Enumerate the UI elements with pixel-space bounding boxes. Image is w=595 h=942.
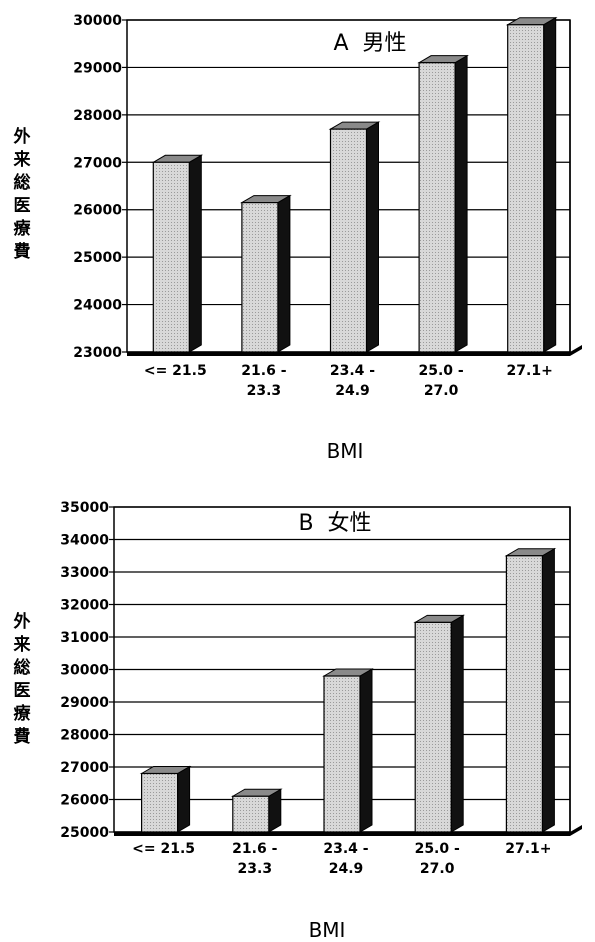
y-tick-label: 33000 — [60, 565, 109, 581]
chart-title: A 男性 — [333, 31, 406, 56]
bar-front — [414, 621, 452, 833]
y-axis-label-char: 医 — [14, 681, 31, 701]
x-tick-label: 25.0 -27.0 — [415, 841, 460, 877]
bar — [413, 614, 466, 833]
y-tick-label: 25000 — [73, 250, 122, 266]
bar-front — [241, 202, 279, 353]
bar-side — [543, 16, 557, 353]
bar — [505, 16, 558, 353]
bar-front — [152, 161, 190, 353]
y-axis-label-char: 来 — [13, 149, 32, 170]
y-tick-label: 35000 — [60, 500, 109, 516]
y-tick-label: 24000 — [73, 298, 122, 314]
bar-side — [450, 614, 464, 833]
y-tick-label: 27000 — [73, 155, 122, 171]
y-tick-label: 34000 — [60, 533, 109, 549]
bar — [240, 194, 292, 353]
bar-front — [507, 24, 545, 353]
y-tick-label: 31000 — [60, 630, 109, 646]
y-axis-label-char: 外 — [14, 611, 31, 632]
x-tick-label: 23.4 -24.9 — [330, 363, 375, 399]
y-axis-label-char: 費 — [14, 726, 31, 747]
floor-base — [114, 825, 582, 836]
chart-title: B 女性 — [298, 511, 371, 536]
bar — [139, 765, 192, 833]
x-axis-label: BMI — [327, 439, 364, 463]
bar-side — [277, 194, 291, 353]
y-tick-label: 30000 — [60, 663, 109, 679]
bar-side — [454, 54, 468, 353]
y-tick-label: 30000 — [73, 13, 122, 29]
y-tick-label: 28000 — [73, 108, 122, 124]
bar-front — [329, 128, 368, 353]
bar-side — [188, 154, 202, 353]
y-axis-label-char: 来 — [13, 634, 32, 655]
bar-front — [323, 675, 361, 833]
y-tick-label: 29000 — [73, 60, 122, 76]
bar — [417, 54, 469, 353]
y-axis-label-char: 総 — [14, 172, 31, 193]
x-tick-label: <= 21.5 — [132, 841, 195, 857]
x-tick-label: 21.6 -23.3 — [232, 841, 277, 877]
x-tick-label: 23.4 -24.9 — [323, 841, 368, 877]
bar-front — [505, 555, 543, 833]
bar-side — [359, 668, 373, 833]
y-tick-label: 32000 — [60, 598, 109, 614]
y-axis-label-char: 費 — [14, 241, 31, 262]
floor-base — [127, 345, 582, 356]
bar-front — [141, 772, 179, 833]
x-axis-label: BMI — [309, 918, 346, 942]
y-axis-label-char: 総 — [14, 657, 31, 678]
y-tick-label: 26000 — [73, 203, 122, 219]
x-tick-label: 27.1+ — [505, 841, 551, 857]
y-tick-label: 23000 — [73, 345, 122, 361]
y-axis-label-char: 医 — [14, 196, 31, 216]
y-axis-label-char: 療 — [14, 703, 32, 724]
x-tick-label: 21.6 -23.3 — [241, 363, 286, 399]
bar-front — [418, 62, 456, 353]
chart-a-male: 23000 24000 25000 26000 27000 28000 29000 30000… — [13, 13, 582, 463]
y-axis-label-char: 外 — [14, 126, 31, 147]
bar-side — [177, 765, 191, 833]
bar — [230, 788, 283, 833]
y-tick-label: 26000 — [60, 793, 109, 809]
bar-side — [541, 547, 555, 833]
bar — [504, 547, 557, 833]
bar — [151, 154, 204, 353]
y-tick-label: 27000 — [60, 760, 109, 776]
y-tick-label: 29000 — [60, 695, 109, 711]
y-axis-label-char: 療 — [14, 218, 32, 239]
bar — [322, 668, 374, 833]
bar — [328, 121, 381, 353]
chart-b-female: 25000 26000 27000 28000 29000 30000 31000 32000… — [13, 500, 582, 942]
y-tick-label: 25000 — [60, 825, 109, 841]
x-tick-label: 27.1+ — [507, 363, 553, 379]
bar-front — [232, 795, 270, 833]
bar-side — [366, 121, 379, 353]
x-tick-label: 25.0 -27.0 — [418, 363, 463, 399]
x-tick-label: <= 21.5 — [144, 363, 207, 379]
y-tick-label: 28000 — [60, 728, 109, 744]
